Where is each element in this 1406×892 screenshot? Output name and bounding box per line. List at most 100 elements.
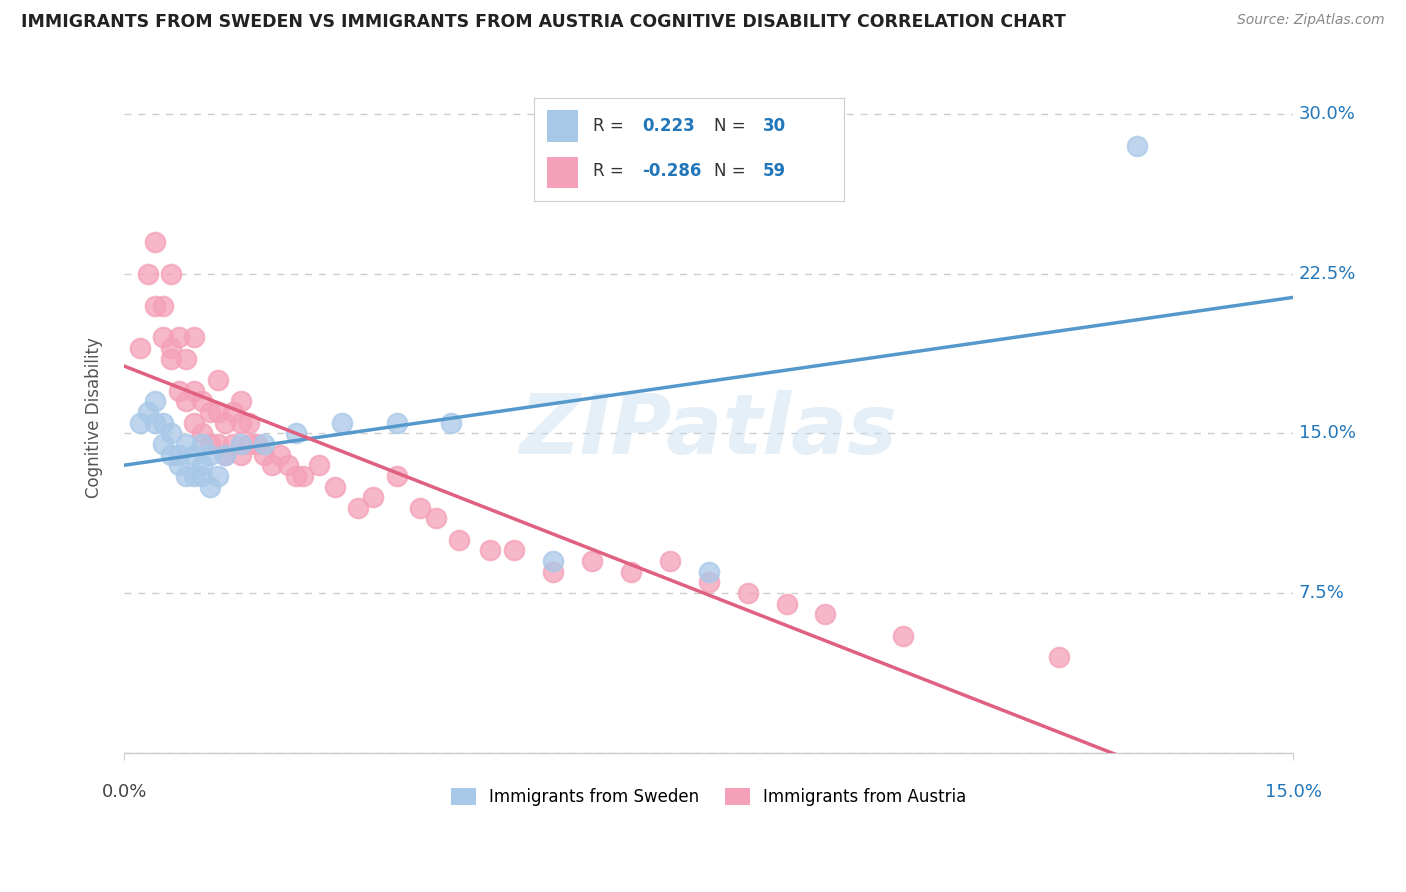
Point — [385, 469, 408, 483]
Point — [191, 469, 214, 483]
Text: 15.0%: 15.0% — [1264, 783, 1322, 801]
Point — [363, 490, 385, 504]
Text: R =: R = — [593, 162, 628, 180]
Point — [284, 469, 307, 483]
Point — [409, 500, 432, 515]
Point — [183, 448, 205, 462]
Point — [502, 543, 524, 558]
Point — [581, 554, 603, 568]
Text: IMMIGRANTS FROM SWEDEN VS IMMIGRANTS FROM AUSTRIA COGNITIVE DISABILITY CORRELATI: IMMIGRANTS FROM SWEDEN VS IMMIGRANTS FRO… — [21, 13, 1066, 31]
Point — [292, 469, 315, 483]
Point — [238, 416, 260, 430]
Point — [222, 405, 245, 419]
Point — [214, 448, 236, 462]
Point — [183, 469, 205, 483]
Point — [440, 416, 463, 430]
Point — [620, 565, 643, 579]
Point — [262, 458, 284, 473]
Legend: Immigrants from Sweden, Immigrants from Austria: Immigrants from Sweden, Immigrants from … — [444, 781, 973, 814]
Point — [214, 416, 236, 430]
Point — [347, 500, 370, 515]
Point — [198, 448, 221, 462]
Point — [176, 437, 198, 451]
Point — [152, 330, 174, 344]
Point — [152, 437, 174, 451]
Text: 7.5%: 7.5% — [1299, 584, 1344, 602]
Text: Source: ZipAtlas.com: Source: ZipAtlas.com — [1237, 13, 1385, 28]
Text: 59: 59 — [763, 162, 786, 180]
Point — [775, 597, 797, 611]
Text: 0.0%: 0.0% — [101, 783, 146, 801]
Point — [191, 426, 214, 441]
Point — [128, 341, 150, 355]
Point — [128, 416, 150, 430]
Point — [198, 405, 221, 419]
Point — [697, 575, 720, 590]
Point — [541, 554, 564, 568]
Text: -0.286: -0.286 — [643, 162, 702, 180]
Point — [330, 416, 353, 430]
Point — [167, 384, 190, 398]
Point — [207, 437, 229, 451]
Point — [737, 586, 759, 600]
Text: N =: N = — [714, 118, 751, 136]
Point — [385, 416, 408, 430]
Point — [143, 416, 166, 430]
Point — [814, 607, 837, 622]
Point — [308, 458, 330, 473]
Point — [167, 458, 190, 473]
Text: 22.5%: 22.5% — [1299, 265, 1357, 283]
Point — [229, 416, 252, 430]
Point — [143, 394, 166, 409]
Point — [160, 267, 183, 281]
Point — [697, 565, 720, 579]
Point — [229, 437, 252, 451]
Text: 30.0%: 30.0% — [1299, 105, 1355, 123]
Point — [207, 373, 229, 387]
Y-axis label: Cognitive Disability: Cognitive Disability — [86, 337, 103, 498]
Point — [207, 405, 229, 419]
Point — [323, 479, 346, 493]
Point — [658, 554, 681, 568]
Point — [143, 235, 166, 249]
Point — [183, 384, 205, 398]
Point — [222, 437, 245, 451]
Point — [214, 448, 236, 462]
Point — [183, 416, 205, 430]
Point — [191, 394, 214, 409]
Point — [253, 448, 276, 462]
Text: 30: 30 — [763, 118, 786, 136]
Point — [425, 511, 447, 525]
Point — [176, 351, 198, 366]
Point — [152, 299, 174, 313]
Point — [277, 458, 299, 473]
Text: N =: N = — [714, 162, 751, 180]
Point — [136, 405, 159, 419]
Point — [229, 394, 252, 409]
Text: 15.0%: 15.0% — [1299, 425, 1355, 442]
Point — [167, 330, 190, 344]
Point — [167, 448, 190, 462]
Point — [183, 330, 205, 344]
Point — [191, 458, 214, 473]
Point — [207, 469, 229, 483]
Point — [238, 437, 260, 451]
Point — [160, 426, 183, 441]
Point — [191, 437, 214, 451]
FancyBboxPatch shape — [547, 111, 578, 142]
Point — [152, 416, 174, 430]
Point — [253, 437, 276, 451]
Text: ZIPatlas: ZIPatlas — [520, 390, 897, 471]
Point — [136, 267, 159, 281]
Point — [176, 394, 198, 409]
Point — [198, 479, 221, 493]
FancyBboxPatch shape — [547, 157, 578, 188]
Point — [143, 299, 166, 313]
Point — [160, 448, 183, 462]
Point — [176, 469, 198, 483]
Point — [229, 448, 252, 462]
Point — [449, 533, 471, 547]
Point — [160, 341, 183, 355]
Point — [1126, 138, 1149, 153]
Point — [160, 351, 183, 366]
